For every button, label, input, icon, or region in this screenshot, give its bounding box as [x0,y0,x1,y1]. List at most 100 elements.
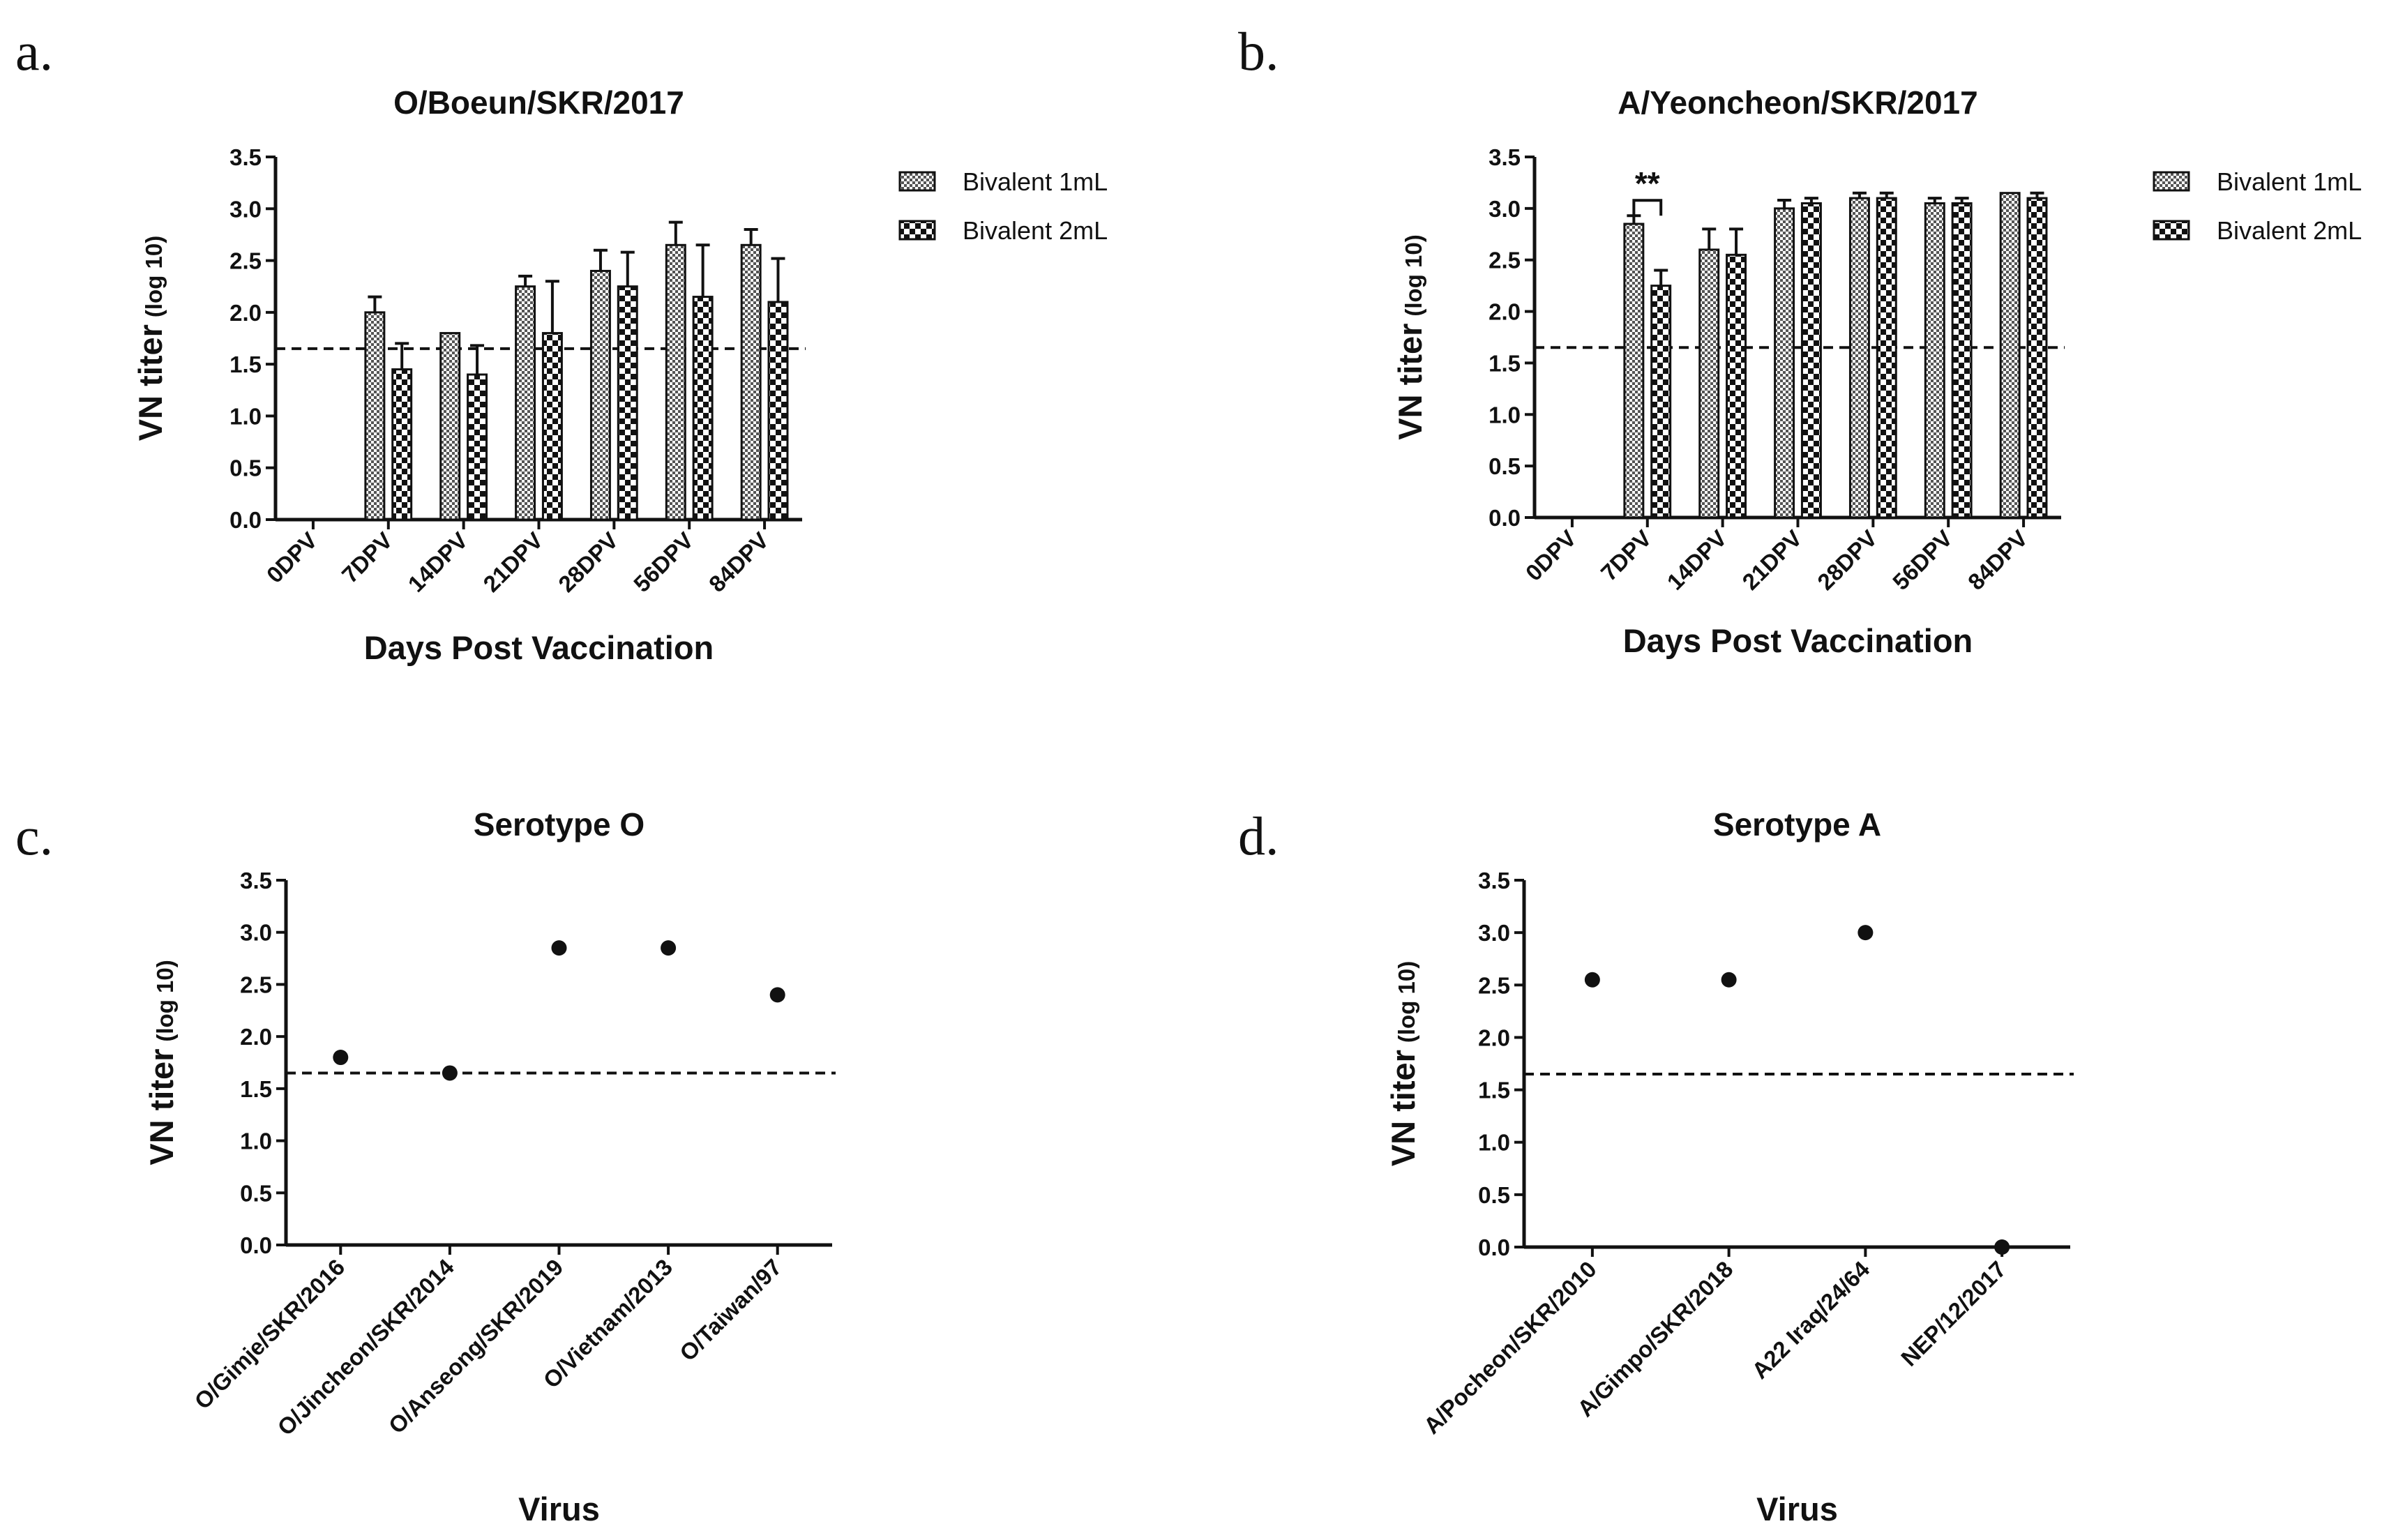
x-category-label: 21DPV [478,527,548,597]
panel-b: b. A/Yeoncheon/SKR/2017 VN titer (log 10) 0.… [1238,21,2362,659]
x-category-label: 84DPV [704,527,774,597]
y-tick-label: 3.5 [229,144,262,170]
x-category-label: 14DPV [402,527,472,597]
y-axis-title-unit: (log 10) [141,236,167,317]
legend-swatch [2153,220,2190,241]
x-axis-title: Days Post Vaccination [364,629,714,666]
y-tick-label: 3.0 [229,196,262,222]
x-category-label: A22 Iraq/24/64 [1747,1255,1875,1384]
data-point [1857,925,1874,941]
bar-bivalent-2ml [2026,197,2048,519]
bar-bivalent-2ml [1951,202,1973,519]
y-tick-label: 1.5 [1478,1078,1510,1103]
y-tick-label: 2.5 [229,248,262,274]
data-point [1994,1239,2010,1255]
y-tick-label: 2.5 [240,972,272,997]
panel-label: a. [15,21,53,82]
y-axis-title: VN titer (log 10) [1385,961,1422,1166]
x-category-label: 84DPV [1963,525,2033,595]
y-tick-label: 0.5 [1478,1182,1510,1208]
panel-d: d. Serotype A VN titer (log 10) 0.0 0.5 1.0 1.5… [1238,806,2074,1527]
x-category-label: 7DPV [337,527,398,588]
data-point [1721,972,1737,988]
y-tick-label: 3.0 [1478,920,1510,946]
x-category-label: 56DPV [628,527,698,597]
bar-bivalent-2ml [541,332,563,521]
x-category-label: 28DPV [1812,525,1882,595]
y-tick-label: 1.5 [229,352,262,377]
y-tick-label: 2.5 [1489,248,1521,273]
y-tick-label: 3.5 [1478,868,1510,893]
bar-bivalent-2ml [1726,253,1747,519]
bar-bivalent-2ml [767,301,789,521]
legend-label: Bivalent 2mL [963,216,1108,245]
bar-bivalent-2ml [1650,285,1672,519]
y-tick-label: 0.0 [1489,505,1521,531]
y-tick-label: 1.5 [240,1076,272,1102]
chart-title: Serotype A [1713,806,1881,843]
y-tick-label: 1.0 [240,1128,272,1154]
x-axis-title: Days Post Vaccination [1623,622,1973,659]
bar-bivalent-1ml [364,311,386,521]
x-category-label: NEP/12/2017 [1896,1256,2011,1371]
panel-a: a. O/Boeun/SKR/2017 VN titer (log 10) 0.0 0.5… [15,21,1108,666]
bar-bivalent-1ml [1774,207,1795,519]
y-tick-label: 1.0 [1478,1130,1510,1156]
data-point [661,940,677,956]
panel-label: d. [1238,806,1279,866]
y-tick-label: 3.0 [240,920,272,946]
y-tick-label: 0.0 [240,1232,272,1258]
bar-bivalent-2ml [692,296,714,521]
y-tick-label: 2.0 [1489,299,1521,325]
bar-bivalent-2ml [467,373,488,521]
y-axis-title: VN titer (log 10) [143,960,180,1165]
y-tick-label: 2.0 [1478,1025,1510,1050]
y-tick-label: 0.5 [240,1180,272,1206]
x-category-label: A/Gimpo/SKR/2018 [1572,1256,1738,1422]
bar-bivalent-1ml [665,243,686,521]
panel-label: b. [1238,21,1279,82]
y-tick-label: 0.5 [1489,453,1521,479]
x-axis-title: Virus [518,1490,600,1527]
y-axis-title-main: VN titer [132,324,169,441]
data-point [551,940,567,956]
panel-label: c. [15,806,53,866]
legend-label: Bivalent 1mL [2217,167,2362,196]
x-axis-title: Virus [1756,1490,1838,1527]
chart-title: Serotype O [474,806,645,843]
chart-title: A/Yeoncheon/SKR/2017 [1618,84,1977,121]
chart-title: O/Boeun/SKR/2017 [393,84,684,121]
legend-label: Bivalent 1mL [963,167,1108,196]
y-axis-title-unit: (log 10) [1401,234,1426,316]
data-point [769,987,785,1003]
y-tick-label: 2.0 [240,1024,272,1050]
x-category-label: 7DPV [1596,525,1657,586]
significance-label: ** [1635,165,1660,202]
bar-bivalent-1ml [1848,197,1870,519]
x-category-label: 14DPV [1661,525,1731,595]
y-axis-title-main: VN titer [143,1049,180,1165]
bar-bivalent-2ml [391,368,413,521]
x-category-label: 28DPV [553,527,623,597]
x-category-label: O/Anseong/SKR/2019 [384,1254,568,1439]
y-tick-label: 2.0 [229,300,262,326]
legend-swatch [2153,171,2190,192]
x-category-label: O/Jincheon/SKR/2014 [272,1253,459,1440]
bar-bivalent-1ml [589,269,611,521]
significance-bracket [1632,199,1663,216]
legend-label: Bivalent 2mL [2217,216,2362,245]
bar-bivalent-1ml [1623,222,1645,519]
x-category-label: 21DPV [1737,525,1807,595]
y-tick-label: 0.0 [1478,1235,1510,1260]
x-category-label: O/Taiwan/97 [675,1254,787,1366]
bar-bivalent-2ml [1876,197,1897,519]
y-tick-label: 1.0 [229,403,262,429]
y-axis-title-unit: (log 10) [152,960,178,1041]
bar-bivalent-2ml [617,285,638,521]
y-tick-label: 3.0 [1489,196,1521,222]
legend-swatch [898,220,936,241]
y-tick-label: 3.5 [1489,144,1521,170]
y-axis-title-main: VN titer [1392,324,1429,440]
bar-bivalent-1ml [1999,192,2021,519]
